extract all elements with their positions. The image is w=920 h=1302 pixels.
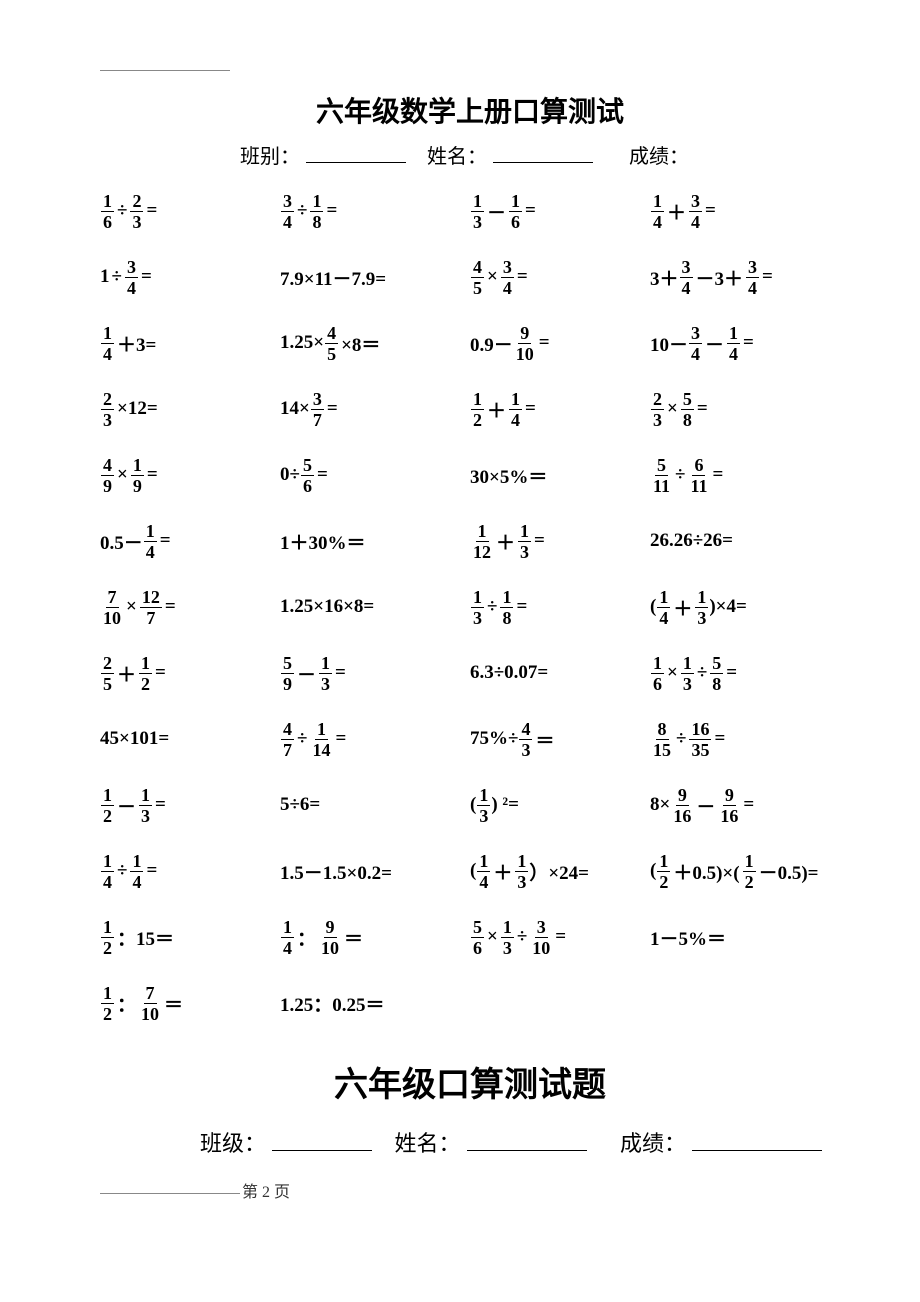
problem-cell: 1－5%＝	[650, 913, 850, 961]
problem-cell: 3＋34－3＋34=	[650, 253, 850, 301]
name-blank-2	[467, 1129, 587, 1151]
problem-cell: 8×916－916=	[650, 781, 850, 829]
problem-cell: 1.25：0.25＝	[280, 979, 470, 1027]
problem-cell: 0.5－14=	[100, 517, 280, 565]
problem-cell: 1.5－1.5×0.2=	[280, 847, 470, 895]
problem-cell: (13) ²=	[470, 781, 650, 829]
problem-cell: 26.26÷26=	[650, 517, 850, 565]
problem-cell: 30×5%＝	[470, 451, 650, 499]
footer-text: 第 2 页	[242, 1184, 290, 1201]
problem-cell: 511÷611=	[650, 451, 850, 499]
problem-cell: 12＋14=	[470, 385, 650, 433]
page-title-2: 六年级口算测试题	[100, 1057, 840, 1106]
score-label-2: 成绩：	[620, 1131, 686, 1156]
problem-cell: 45×101=	[100, 715, 280, 763]
problem-cell: 815÷1635=	[650, 715, 850, 763]
class-blank-2	[272, 1129, 372, 1151]
score-blank-2	[692, 1129, 822, 1151]
problem-cell: 1.25×45×8＝	[280, 319, 470, 367]
page-footer: 第 2 页	[100, 1178, 840, 1202]
problem-cell: 14×37=	[280, 385, 470, 433]
problem-cell: 710×127=	[100, 583, 280, 631]
problem-cell: 25＋12=	[100, 649, 280, 697]
problem-cell: 56×13÷310=	[470, 913, 650, 961]
name-label: 姓名：	[427, 146, 487, 168]
problem-cell: 12：15＝	[100, 913, 280, 961]
info-line-2: 班级： 姓名： 成绩：	[200, 1126, 840, 1158]
info-line-1: 班别： 姓名： 成绩：	[240, 140, 840, 169]
problem-cell: 14＋34=	[650, 187, 850, 235]
problem-cell: 49×19=	[100, 451, 280, 499]
problem-cell: 0÷56=	[280, 451, 470, 499]
problem-cell: (12＋0.5)×(12－0.5)=	[650, 847, 850, 895]
score-label: 成绩：	[629, 146, 689, 168]
page-title-1: 六年级数学上册口算测试	[100, 90, 840, 130]
problem-cell: 16÷23=	[100, 187, 280, 235]
problem-cell: 1.25×16×8=	[280, 583, 470, 631]
problem-cell: 12－13=	[100, 781, 280, 829]
problem-grid: 16÷23=34÷18=13－16=14＋34=1÷34=7.9×11－7.9=…	[100, 187, 840, 1027]
problem-cell: 1＋30%＝	[280, 517, 470, 565]
class-label: 班别：	[240, 146, 300, 168]
problem-cell	[650, 979, 850, 1027]
problem-cell: 45×34=	[470, 253, 650, 301]
problem-cell: 13÷18=	[470, 583, 650, 631]
problem-cell: 7.9×11－7.9=	[280, 253, 470, 301]
top-rule	[100, 70, 230, 71]
problem-cell: 14：910＝	[280, 913, 470, 961]
problem-cell: 1÷34=	[100, 253, 280, 301]
problem-cell: 0.9－910=	[470, 319, 650, 367]
name-label-2: 姓名：	[395, 1131, 461, 1156]
problem-cell: 59－13=	[280, 649, 470, 697]
problem-cell: 75%÷43＝	[470, 715, 650, 763]
problem-cell: 10－34－14=	[650, 319, 850, 367]
problem-cell: 13－16=	[470, 187, 650, 235]
problem-cell: 23×12=	[100, 385, 280, 433]
problem-cell: 14＋3=	[100, 319, 280, 367]
problem-cell: 12：710＝	[100, 979, 280, 1027]
problem-cell: (14＋13）×24=	[470, 847, 650, 895]
class-blank	[306, 143, 406, 163]
problem-cell: 23×58=	[650, 385, 850, 433]
problem-cell: 112＋13=	[470, 517, 650, 565]
problem-cell: 47÷114=	[280, 715, 470, 763]
problem-cell	[470, 979, 650, 1027]
problem-cell: 5÷6=	[280, 781, 470, 829]
problem-cell: (14＋13)×4=	[650, 583, 850, 631]
problem-cell: 16×13÷58=	[650, 649, 850, 697]
class-label-2: 班级：	[200, 1131, 266, 1156]
name-blank	[493, 143, 593, 163]
problem-cell: 34÷18=	[280, 187, 470, 235]
problem-cell: 6.3÷0.07=	[470, 649, 650, 697]
problem-cell: 14÷14=	[100, 847, 280, 895]
